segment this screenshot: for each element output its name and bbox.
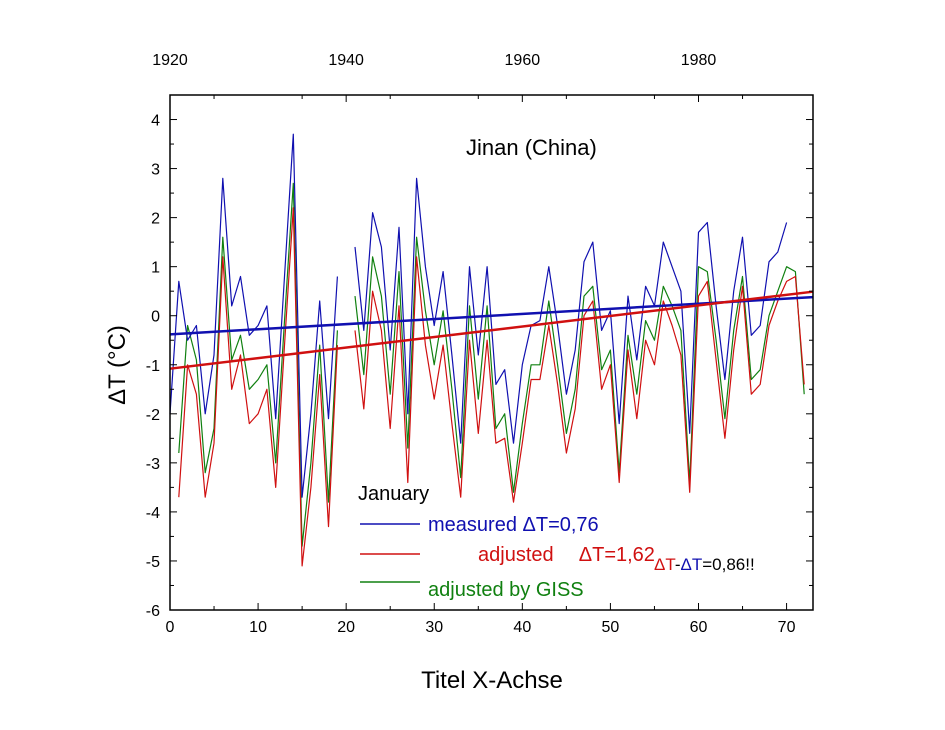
series-line-adjusted <box>178 207 805 567</box>
y-tick-label: -1 <box>146 358 160 375</box>
legend-series-name-adjusted: adjusted <box>478 544 565 566</box>
y-tick-label: -3 <box>146 456 160 473</box>
y-tick-label: -5 <box>146 554 160 571</box>
legend-delta-measured: ΔT=0,76 <box>523 514 599 536</box>
difference-note-dt-measured: ΔT <box>680 555 702 574</box>
y-tick-label: -2 <box>146 407 160 424</box>
y-tick-label: 3 <box>151 162 160 179</box>
difference-note-dt-adjusted: ΔT <box>654 555 675 574</box>
trend-line-adjusted <box>169 290 814 370</box>
x-tick-label: 40 <box>513 619 531 636</box>
series-line-adjusted-by-giss <box>178 182 805 547</box>
x-tick-label: 0 <box>166 619 175 636</box>
legend-label-giss: adjusted by GISS <box>428 579 584 601</box>
trend-layer <box>169 290 814 370</box>
difference-note-value: =0,86!! <box>702 555 754 574</box>
y-axis-title: ΔT (°C) <box>104 325 131 405</box>
y-tick-label: 1 <box>151 260 160 277</box>
x-tick-label: 10 <box>249 619 267 636</box>
legend: January measured ΔT=0,76 adjusted ΔT=1,6… <box>358 483 694 601</box>
plot-frame <box>169 94 814 611</box>
y-tick-label: 4 <box>151 113 160 130</box>
series-layer <box>169 133 805 567</box>
top-tick-label: 1960 <box>505 52 541 69</box>
x-tick-label: 70 <box>778 619 796 636</box>
top-tick-label: 1920 <box>152 52 188 69</box>
y-tick-label: 2 <box>151 211 160 228</box>
legend-label-measured: measured ΔT=0,76 <box>428 514 599 536</box>
y-tick-label: 0 <box>151 309 160 326</box>
x-tick-label: 60 <box>690 619 708 636</box>
y-tick-label: -6 <box>146 603 160 620</box>
legend-delta-adjusted: ΔT=1,62 <box>579 544 655 566</box>
legend-series-name-measured: measured <box>428 514 523 536</box>
x-tick-label: 50 <box>602 619 620 636</box>
y-tick-label: -4 <box>146 505 160 522</box>
legend-label-adjusted: adjusted ΔT=1,62 <box>428 544 694 566</box>
difference-note-minus: - <box>675 555 681 574</box>
x-tick-label: 30 <box>425 619 443 636</box>
station-annotation: Jinan (China) <box>466 135 597 160</box>
top-tick-label: 1980 <box>681 52 717 69</box>
top-tick-label: 1940 <box>328 52 364 69</box>
x-axis-title: Titel X-Achse <box>421 667 563 694</box>
legend-title: January <box>358 483 429 505</box>
difference-note: ΔT-ΔT=0,86!! <box>654 555 755 574</box>
x-tick-label: 20 <box>337 619 355 636</box>
